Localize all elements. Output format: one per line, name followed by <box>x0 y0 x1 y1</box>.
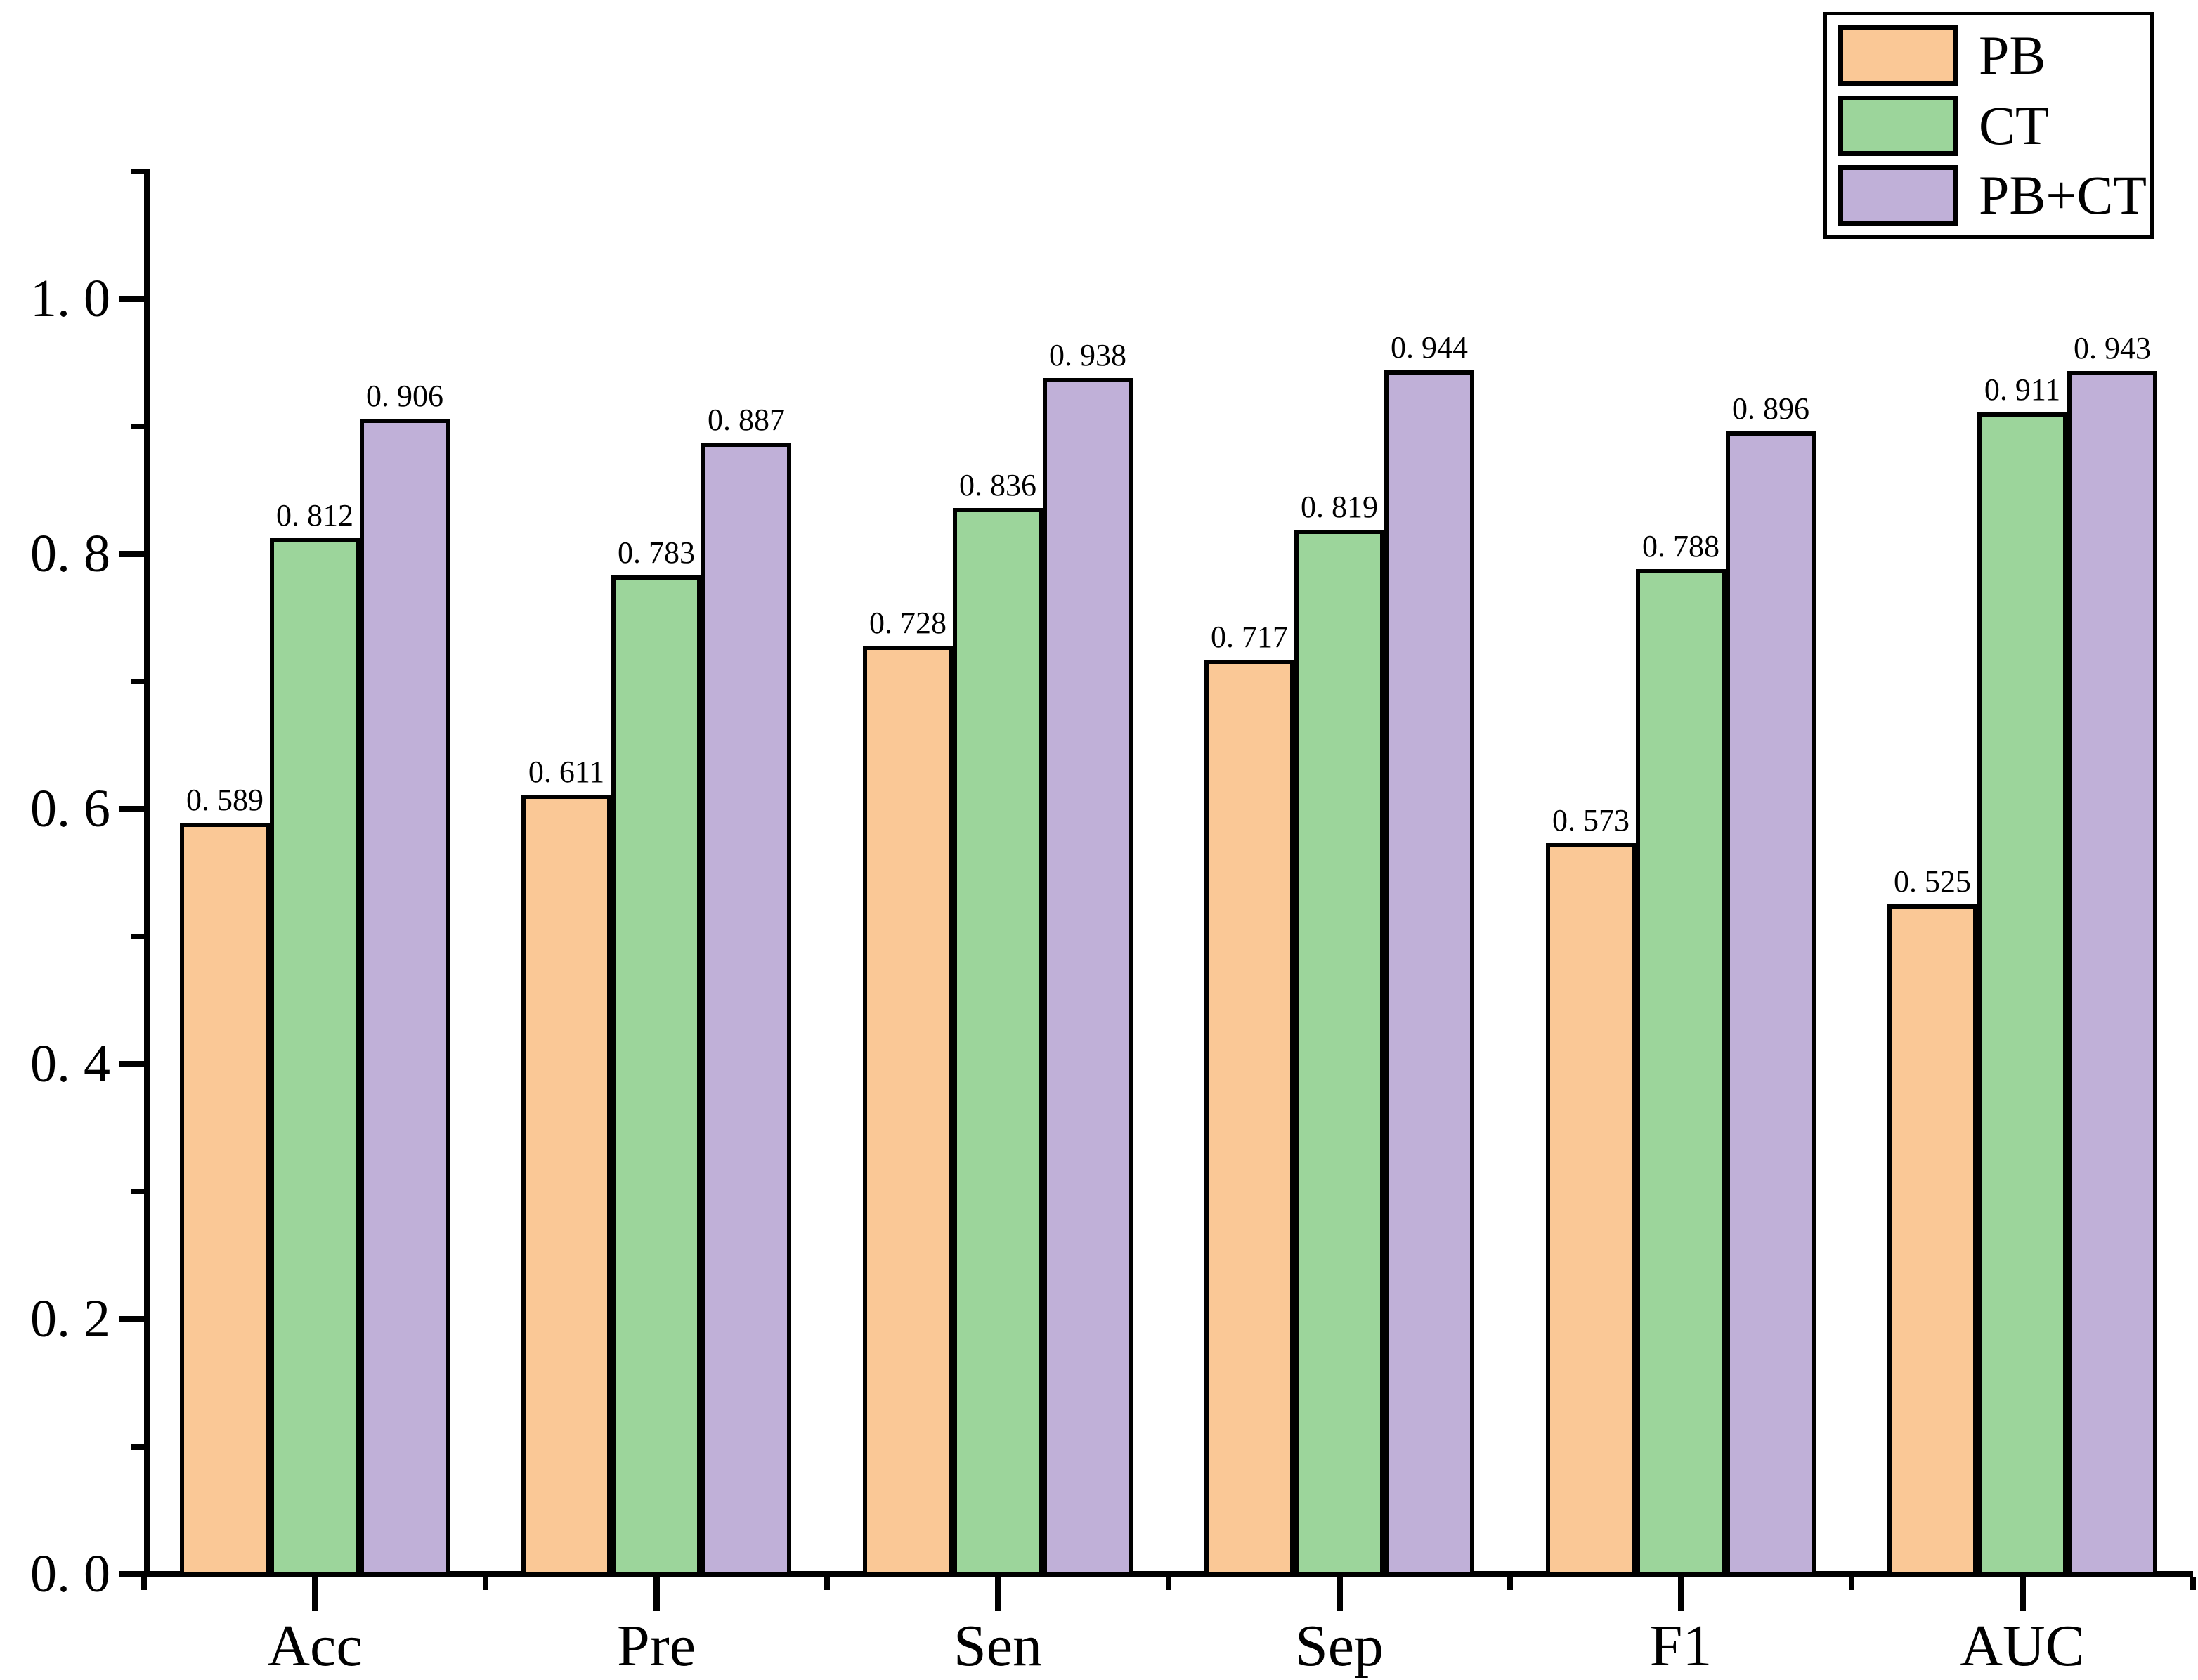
y-minor-tick <box>131 933 144 939</box>
y-minor-tick <box>131 1443 144 1450</box>
x-minor-tick <box>1507 1577 1513 1590</box>
bar-PB+CT-AUC <box>2067 371 2157 1577</box>
bar-value-label: 0. 944 <box>1391 330 1468 365</box>
x-minor-tick <box>141 1577 147 1590</box>
bar-value-label: 0. 819 <box>1301 489 1378 524</box>
x-minor-tick <box>1849 1577 1854 1590</box>
bar-value-label: 0. 783 <box>618 535 695 570</box>
x-minor-tick <box>824 1577 830 1590</box>
legend-label: PB <box>1979 24 2046 86</box>
y-major-tick <box>119 1570 144 1577</box>
bar-PB-AUC <box>1887 904 1977 1577</box>
bar-PB-Sen <box>863 645 953 1577</box>
legend: PB CT PB+CT <box>1823 12 2154 239</box>
x-minor-tick <box>1166 1577 1171 1590</box>
bar-value-label: 0. 788 <box>1642 528 1719 564</box>
bar-PB-Sep <box>1204 659 1294 1577</box>
legend-item-PB+CT: PB+CT <box>1838 165 2150 226</box>
legend-item-PB: PB <box>1838 25 2150 86</box>
x-category-label: Acc <box>267 1613 363 1679</box>
bar-value-label: 0. 887 <box>708 403 785 438</box>
x-major-tick <box>311 1577 318 1611</box>
x-category-label: Pre <box>617 1613 696 1679</box>
y-tick-label: 1. 0 <box>30 269 110 328</box>
y-major-tick <box>119 295 144 302</box>
bar-value-label: 0. 728 <box>869 605 947 640</box>
bar-PB+CT-F1 <box>1726 431 1816 1577</box>
bar-PB+CT-Pre <box>701 443 791 1577</box>
x-major-tick <box>994 1577 1001 1611</box>
y-minor-tick <box>131 1188 144 1194</box>
bar-value-label: 0. 525 <box>1894 864 1971 899</box>
bar-CT-Acc <box>270 538 360 1577</box>
bar-value-label: 0. 836 <box>959 467 1036 502</box>
y-major-tick <box>119 1060 144 1067</box>
bar-PB-Acc <box>180 822 270 1577</box>
y-major-tick <box>119 550 144 557</box>
bar-CT-AUC <box>1977 412 2067 1577</box>
y-minor-tick <box>131 168 144 174</box>
x-category-label: AUC <box>1960 1613 2085 1679</box>
x-minor-tick <box>483 1577 488 1590</box>
x-category-label: F1 <box>1649 1613 1712 1679</box>
y-minor-tick <box>131 678 144 684</box>
x-minor-tick <box>2190 1577 2196 1590</box>
bar-PB+CT-Acc <box>360 418 450 1577</box>
x-category-label: Sen <box>954 1613 1042 1679</box>
y-major-tick <box>119 805 144 812</box>
y-minor-tick <box>131 423 144 429</box>
legend-swatch-icon <box>1838 165 1958 226</box>
legend-swatch-icon <box>1838 95 1958 156</box>
bar-value-label: 0. 812 <box>276 498 353 533</box>
y-axis-line <box>144 168 150 1577</box>
legend-label: CT <box>1979 94 2049 156</box>
bar-CT-Pre <box>611 575 701 1577</box>
bar-CT-Sen <box>953 507 1043 1577</box>
y-tick-label: 0. 8 <box>30 524 110 583</box>
bar-CT-F1 <box>1636 568 1726 1577</box>
y-tick-label: 0. 2 <box>30 1289 110 1348</box>
legend-label: PB+CT <box>1979 164 2147 226</box>
bar-value-label: 0. 943 <box>2074 331 2151 366</box>
x-major-tick <box>2019 1577 2026 1611</box>
x-major-tick <box>1336 1577 1343 1611</box>
x-axis-line <box>144 1571 2193 1577</box>
bar-PB-Pre <box>521 795 611 1577</box>
bar-CT-Sep <box>1294 529 1384 1577</box>
y-tick-label: 0. 6 <box>30 779 110 838</box>
bar-value-label: 0. 938 <box>1049 337 1126 372</box>
bar-PB+CT-Sen <box>1043 377 1133 1577</box>
x-major-tick <box>653 1577 660 1611</box>
legend-item-CT: CT <box>1838 94 2150 156</box>
bar-PB-F1 <box>1546 843 1636 1577</box>
y-tick-label: 0. 0 <box>30 1544 110 1603</box>
bar-value-label: 0. 573 <box>1552 803 1630 838</box>
bar-value-label: 0. 717 <box>1211 619 1288 654</box>
bar-PB+CT-Sep <box>1384 370 1474 1577</box>
bar-value-label: 0. 911 <box>1984 372 2061 407</box>
bar-value-label: 0. 589 <box>186 782 264 817</box>
bar-value-label: 0. 906 <box>366 378 443 413</box>
y-major-tick <box>119 1315 144 1322</box>
y-tick-label: 0. 4 <box>30 1034 110 1093</box>
x-category-label: Sep <box>1295 1613 1384 1679</box>
bar-value-label: 0. 611 <box>528 755 605 790</box>
bar-value-label: 0. 896 <box>1732 391 1809 426</box>
x-major-tick <box>1677 1577 1684 1611</box>
legend-swatch-icon <box>1838 25 1958 86</box>
